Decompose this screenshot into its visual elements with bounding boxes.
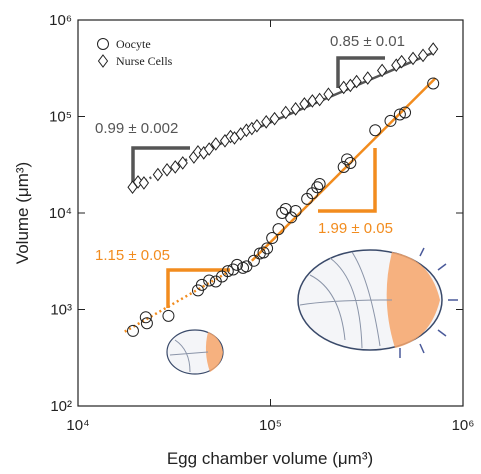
y-tick-label: 10⁵: [49, 109, 72, 126]
data-point: [341, 153, 354, 166]
data-point: [261, 115, 272, 129]
data-point: [285, 211, 298, 224]
data-point: [384, 114, 397, 127]
data-point: [314, 92, 325, 107]
data-point: [299, 97, 310, 111]
legend-label: Nurse Cells: [116, 54, 173, 68]
data-point: [289, 204, 302, 217]
data-point: [311, 181, 324, 194]
data-point: [428, 42, 439, 56]
legend-marker: [97, 54, 109, 68]
data-point: [266, 232, 279, 245]
y-tick-label: 10³: [50, 302, 72, 319]
data-point: [247, 254, 260, 267]
annotation: 0.85 ± 0.01: [330, 33, 405, 50]
y-tick-label: 10⁴: [49, 205, 72, 222]
legend-label: Oocyte: [116, 37, 151, 51]
x-tick-label: 10⁵: [259, 417, 282, 434]
data-point: [138, 176, 150, 190]
data-point: [162, 309, 175, 322]
data-point: [170, 160, 181, 174]
data-point: [251, 119, 263, 133]
data-point: [362, 71, 373, 85]
data-point: [351, 74, 362, 89]
legend-marker: [97, 38, 109, 50]
y-tick-label: 10⁶: [49, 12, 72, 29]
data-point: [280, 105, 291, 120]
data-point: [407, 51, 419, 66]
data-point: [210, 137, 221, 151]
annotation: 1.15 ± 0.05: [95, 247, 170, 264]
data-point: [290, 102, 301, 116]
data-point: [221, 265, 234, 278]
data-point: [203, 274, 216, 287]
data-point: [161, 163, 173, 177]
data-point: [427, 77, 440, 90]
plot-frame: [77, 19, 464, 407]
data-point: [269, 111, 280, 126]
data-point: [195, 278, 208, 291]
x-tick-label: 10⁴: [66, 417, 89, 434]
data-point: [369, 124, 382, 137]
data-point: [126, 324, 139, 337]
data-point: [399, 106, 412, 119]
data-point: [344, 156, 357, 169]
annotation: 1.99 ± 0.05: [318, 220, 393, 237]
data-point: [140, 317, 153, 330]
data-point: [272, 223, 285, 236]
data-point: [279, 203, 292, 216]
data-point: [132, 175, 144, 189]
egg-chamber-illustrations: [166, 247, 458, 375]
fit-line: [124, 271, 229, 333]
data-point: [177, 156, 188, 170]
data-point: [393, 108, 406, 121]
data-point: [139, 311, 152, 324]
fit-line: [250, 77, 437, 262]
data-point: [204, 142, 215, 156]
data-point: [257, 246, 270, 259]
x-axis-label: Egg chamber volume (μm³): [167, 449, 373, 468]
data-point: [417, 48, 429, 63]
data-point: [323, 87, 334, 102]
x-tick-label: 10⁶: [452, 417, 475, 434]
data-point: [376, 63, 388, 78]
y-tick-label: 10²: [50, 398, 72, 415]
slope-brackets: [131, 56, 385, 308]
data-point: [231, 258, 244, 271]
data-point: [261, 242, 274, 255]
data-point: [337, 160, 350, 173]
data-point: [313, 177, 326, 190]
y-axis-label: Volume (μm³): [13, 162, 32, 264]
data-point: [306, 187, 319, 200]
data-point: [152, 167, 164, 182]
annotation: 0.99 ± 0.002: [95, 120, 178, 137]
data-point: [396, 54, 407, 69]
data-point: [227, 263, 240, 276]
